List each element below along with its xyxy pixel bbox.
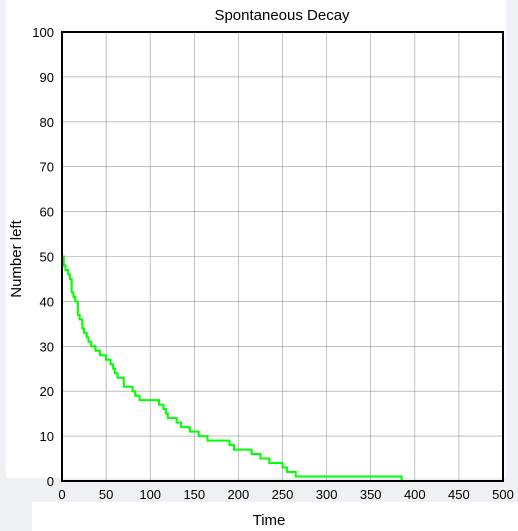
decay-series-line [62, 255, 503, 482]
x-tick-label: 0 [58, 487, 65, 502]
data-series [62, 255, 503, 482]
x-axis-label: Time [253, 512, 286, 529]
x-tick-labels: 0 50 100 150 200 250 300 350 400 450 500 [58, 487, 513, 502]
y-tick-label: 100 [32, 25, 54, 40]
y-tick-label: 40 [40, 294, 54, 309]
y-tick-label: 10 [40, 429, 54, 444]
x-tick-label: 500 [492, 487, 514, 502]
grid-lines [61, 31, 504, 482]
x-tick-label: 50 [99, 487, 113, 502]
plot-frame [61, 31, 504, 482]
y-tick-label: 30 [40, 339, 54, 354]
x-tick-label: 300 [316, 487, 338, 502]
x-tick-label: 450 [448, 487, 470, 502]
x-axis-label-background [32, 502, 518, 531]
y-tick-label: 0 [47, 474, 54, 489]
y-tick-labels: 0 10 20 30 40 50 60 70 80 90 100 [32, 25, 54, 489]
y-tick-label: 60 [40, 205, 54, 220]
y-tick-label: 80 [40, 115, 54, 130]
x-tick-label: 250 [272, 487, 294, 502]
y-tick-label: 50 [40, 250, 54, 265]
y-tick-label: 20 [40, 384, 54, 399]
plot-background [6, 0, 506, 478]
chart-title: Spontaneous Decay [214, 7, 350, 24]
x-tick-label: 150 [183, 487, 205, 502]
y-tick-label: 90 [40, 70, 54, 85]
y-axis-label: Number left [8, 219, 25, 297]
x-tick-label: 400 [404, 487, 426, 502]
x-tick-label: 350 [360, 487, 382, 502]
x-tick-label: 100 [139, 487, 161, 502]
x-tick-label: 200 [228, 487, 250, 502]
y-tick-label: 70 [40, 160, 54, 175]
